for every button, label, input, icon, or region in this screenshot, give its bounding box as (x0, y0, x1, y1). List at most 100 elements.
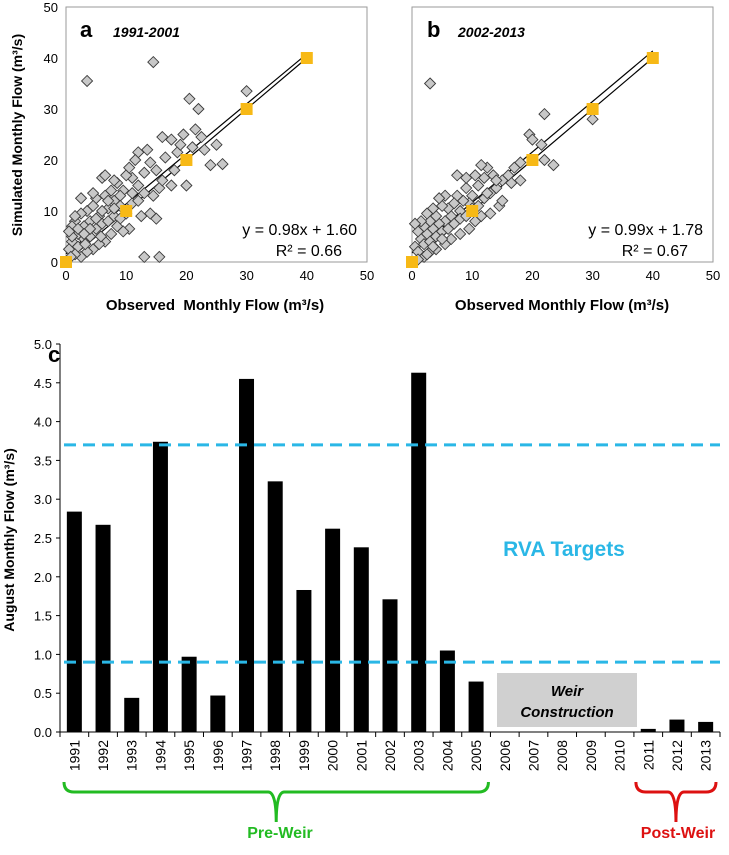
panel-a-x-axis-label: Observed Monthly Flow (m³/s) (106, 297, 324, 314)
scatter-point (147, 55, 160, 69)
scatter-point (526, 133, 539, 146)
year-label: 2013 (698, 740, 714, 771)
panel-b-letter: b (427, 17, 440, 42)
reference-square (406, 256, 418, 268)
weir-construction-rect (497, 673, 637, 727)
y-tick-label: 0.0 (34, 725, 52, 740)
x-tick-label: 0 (62, 268, 69, 283)
scatter-point (135, 209, 148, 223)
year-label: 2000 (325, 740, 341, 771)
year-label: 1999 (296, 740, 312, 771)
scatter-point (432, 192, 446, 205)
scatter-point (538, 153, 551, 167)
scatter-point (240, 85, 253, 98)
year-label: 2008 (554, 740, 570, 771)
pre-weir-brace (62, 781, 490, 823)
y-tick-label: 3.0 (34, 492, 52, 507)
year-label: 1997 (239, 740, 255, 771)
scatter-point (481, 187, 494, 200)
panel-c-bars (66, 372, 714, 732)
scatter-point (94, 230, 108, 243)
pre-weir-label: Pre-Weir (247, 825, 313, 842)
y-tick-label: 40 (44, 51, 58, 66)
scatter-point (198, 143, 211, 156)
panel-a-plot-area (65, 6, 368, 263)
year-label: 2005 (468, 740, 484, 771)
panel-b-axes: 0 10 20 30 40 50 (408, 268, 720, 283)
panel-b-r-squared: R² = 0.67 (622, 243, 688, 260)
y-tick-label: 10 (44, 204, 58, 219)
scatter-point (147, 189, 160, 202)
reference-square (646, 52, 659, 64)
reference-square (466, 205, 479, 217)
scatter-point (186, 141, 199, 154)
y-tick-label: 4.0 (34, 415, 52, 430)
x-tick-label: 40 (300, 268, 314, 283)
y-tick-label: 2.0 (34, 570, 52, 585)
scatter-point (80, 74, 94, 88)
scatter-point (159, 151, 172, 164)
panel-b-x-axis-label: Observed Monthly Flow (m³/s) (455, 297, 669, 314)
panel-c-y-axis-label: August Monthly Flow (m³/s) (1, 448, 17, 632)
year-label: 2011 (640, 740, 656, 770)
scatter-point (138, 166, 151, 179)
bar (152, 441, 168, 732)
year-label: 1993 (124, 740, 140, 771)
scatter-point (472, 179, 485, 192)
scatter-point (129, 153, 142, 167)
weir-construction-box: Weir Construction (497, 673, 637, 727)
bar (468, 681, 484, 732)
scatter-point (108, 174, 121, 187)
scatter-point (177, 128, 190, 141)
x-tick-label: 20 (525, 268, 539, 283)
x-tick-label: 0 (408, 268, 415, 283)
bar (382, 599, 398, 732)
year-label: 2007 (525, 740, 541, 771)
panel-b-equation: y = 0.99x + 1.78 (588, 222, 703, 239)
scatter-point (469, 169, 482, 182)
panel-a-points (62, 55, 253, 264)
scatter-point (423, 77, 437, 90)
scatter-point (138, 250, 151, 264)
panel-b-title: 2002-2013 (457, 24, 525, 40)
year-label: 1998 (267, 740, 283, 771)
scatter-point (71, 222, 85, 235)
bar (239, 378, 255, 732)
scatter-point (547, 158, 560, 172)
scatter-point (89, 212, 103, 225)
y-tick-label: 1.0 (34, 647, 52, 662)
bar (669, 719, 685, 732)
scatter-point (141, 143, 154, 156)
x-tick-label: 30 (239, 268, 253, 283)
scatter-point (204, 158, 217, 172)
scatter-point (165, 133, 178, 146)
scatter-point (463, 222, 476, 235)
year-label: 2010 (612, 740, 628, 771)
panel-a-title: 1991-2001 (113, 24, 180, 40)
reference-square (300, 52, 313, 64)
scatter-point (132, 194, 145, 207)
year-label: 1996 (210, 740, 226, 771)
bar (267, 481, 283, 732)
scatter-point (189, 123, 202, 136)
bar (95, 524, 111, 732)
scatter-point (168, 164, 181, 177)
panel-b-reference-squares (406, 52, 659, 268)
panel-a-equation: y = 0.98x + 1.60 (242, 222, 357, 239)
scatter-point (586, 113, 599, 126)
scatter-panel-a: 00 10 10 20 20 30 30 40 40 50 50 a 1991-2001 y = 0… (9, 0, 374, 314)
year-label: 2012 (669, 740, 685, 771)
scatter-point (156, 174, 169, 187)
y-tick-label: 3.5 (34, 453, 52, 468)
y-tick-label: 2.5 (34, 531, 52, 546)
bar (698, 721, 714, 732)
scatter-point (454, 227, 467, 241)
scatter-point (460, 171, 473, 184)
post-weir-brace (634, 781, 718, 823)
scatter-point (105, 227, 118, 241)
scatter-point (132, 179, 145, 192)
bar-panel-c: c 0.0 0.5 1.0 1.5 2.0 2.5 3.0 3.5 4.0 4.5 5.0 RVA … (1, 337, 721, 842)
x-tick-label: 40 (646, 268, 660, 283)
scatter-point (435, 232, 449, 246)
y-tick-label: 20 (44, 153, 58, 168)
